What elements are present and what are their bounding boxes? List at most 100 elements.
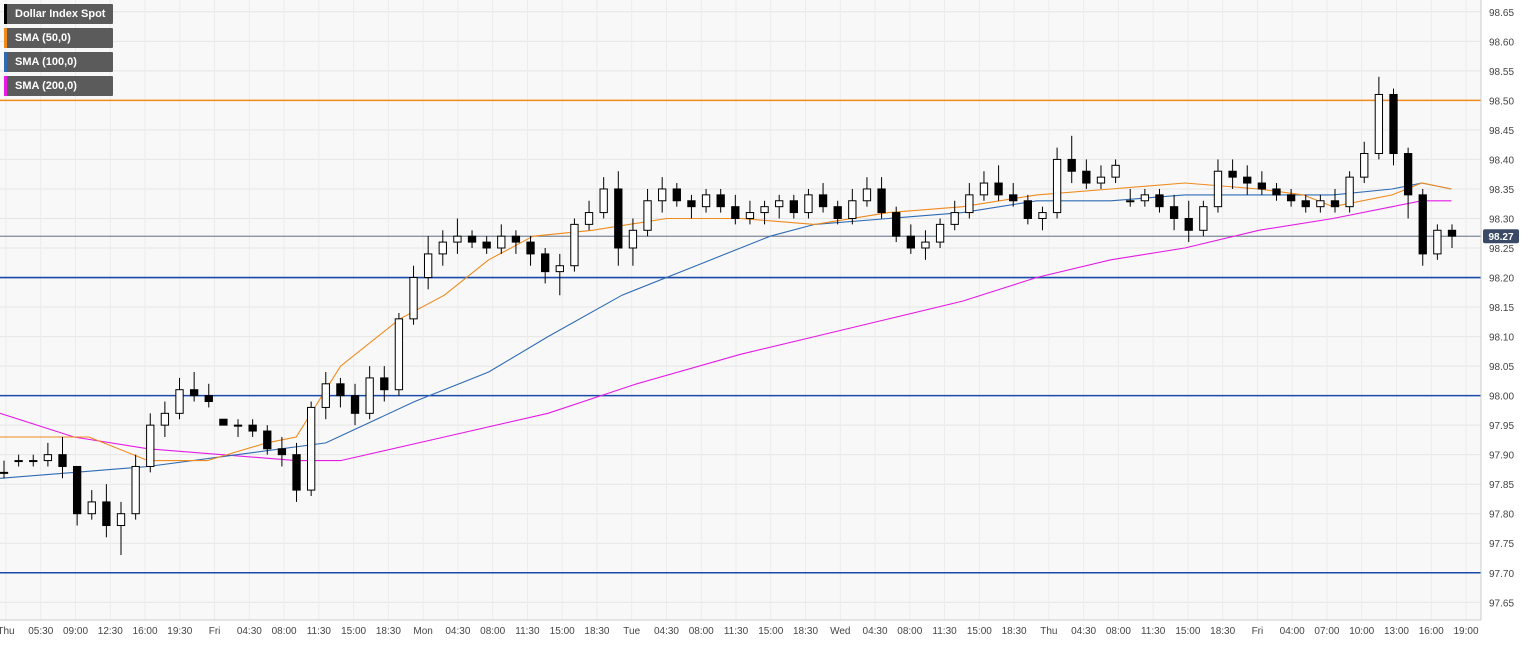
candle (87, 490, 96, 520)
candle (1199, 200, 1208, 237)
candle (467, 230, 477, 248)
candle-body (526, 241, 535, 255)
candle-body (277, 448, 287, 456)
x-tick-label: 15:00 (550, 626, 575, 637)
candle (1155, 188, 1164, 213)
candle (306, 401, 316, 496)
candle (1067, 135, 1076, 184)
candle-body (29, 460, 38, 463)
candle (555, 253, 564, 296)
candle (541, 248, 550, 284)
candle (1052, 147, 1062, 219)
candle (0, 460, 9, 479)
candle-body (453, 235, 462, 243)
candle (687, 194, 696, 219)
candle (833, 200, 842, 225)
candle-body (189, 389, 199, 397)
candle (921, 230, 930, 260)
candle-body (658, 188, 667, 202)
candle (628, 218, 638, 266)
x-tick-label: 15:00 (1175, 626, 1200, 637)
candle (1096, 165, 1106, 189)
candle-body (979, 182, 989, 196)
x-tick-label: 04:30 (237, 626, 262, 637)
y-tick-label: 98.40 (1489, 155, 1514, 166)
candle (950, 200, 959, 231)
sma-50-line (0, 182, 1452, 462)
x-tick-label: 18:30 (1002, 626, 1027, 637)
candle (526, 236, 535, 266)
last-price-tag (1483, 229, 1519, 244)
candle-body (1111, 164, 1120, 178)
candle (336, 377, 345, 408)
candle (1213, 159, 1223, 213)
candle-body (1126, 200, 1135, 203)
x-tick-label: 08:00 (897, 626, 922, 637)
candle (848, 188, 857, 225)
candle-body (628, 229, 638, 249)
candle (248, 419, 257, 437)
candle (14, 454, 23, 467)
x-tick-label: 18:30 (584, 626, 609, 637)
candle-body (102, 501, 111, 527)
candle-body (1257, 182, 1267, 190)
legend-item[interactable]: SMA (200,0) (4, 76, 114, 96)
candle (935, 218, 945, 248)
candle (131, 454, 140, 520)
legend-item[interactable]: Dollar Index Spot (4, 4, 114, 24)
y-tick-label: 98.25 (1489, 244, 1514, 255)
candle-body (541, 253, 550, 273)
x-tick-label: 15:00 (967, 626, 992, 637)
candle-body (511, 235, 521, 243)
x-tick-label: 18:30 (793, 626, 818, 637)
candle-body (58, 454, 67, 467)
candle-body (862, 188, 872, 202)
candle (1447, 224, 1457, 248)
candle-body (321, 383, 330, 408)
candle-body (1360, 153, 1369, 178)
candle-body (1345, 176, 1354, 208)
candle (760, 200, 769, 225)
y-tick-label: 97.90 (1489, 451, 1514, 462)
candle (584, 200, 594, 231)
legend-swatch (4, 76, 7, 96)
x-tick-label: 19:30 (167, 626, 192, 637)
x-tick-label: 08:00 (689, 626, 714, 637)
x-tick-label: Fri (209, 626, 221, 637)
y-tick-label: 98.20 (1489, 274, 1514, 285)
y-tick-label: 98.10 (1489, 333, 1514, 344)
candle-body (1286, 194, 1296, 202)
legend-item[interactable]: SMA (50,0) (4, 28, 114, 48)
x-tick-label: Wed (830, 626, 850, 637)
candle-body (1169, 206, 1179, 219)
candle-body (804, 194, 813, 214)
x-tick-label: Mon (413, 626, 432, 637)
candle (1228, 159, 1237, 189)
legend-label: SMA (100,0) (15, 56, 77, 68)
candle (1301, 194, 1310, 213)
y-tick-label: 97.65 (1489, 598, 1514, 609)
candle (453, 218, 462, 254)
candle-body (175, 389, 184, 414)
legend: Dollar Index Spot SMA (50,0) SMA (100,0) SM… (4, 4, 114, 100)
y-tick-label: 98.65 (1489, 8, 1514, 19)
y-tick-label: 97.85 (1489, 480, 1514, 491)
x-tick-label: 04:00 (1280, 626, 1305, 637)
candles (0, 76, 1457, 556)
candle-body (1009, 194, 1018, 202)
candle (1316, 194, 1325, 213)
candle (731, 194, 740, 225)
x-tick-label: 11:30 (724, 626, 749, 637)
candle-body (994, 182, 1003, 196)
candle-body (204, 395, 213, 403)
candle-body (672, 188, 681, 202)
y-tick-label: 98.05 (1489, 362, 1514, 373)
x-tick-label: 09:00 (63, 626, 88, 637)
candle-body (365, 377, 374, 414)
candle-body (306, 406, 316, 491)
y-tick-label: 98.55 (1489, 67, 1514, 78)
candle-body (482, 241, 491, 249)
candle-body (350, 395, 360, 414)
candle-body (1228, 170, 1237, 178)
legend-item[interactable]: SMA (100,0) (4, 52, 114, 72)
